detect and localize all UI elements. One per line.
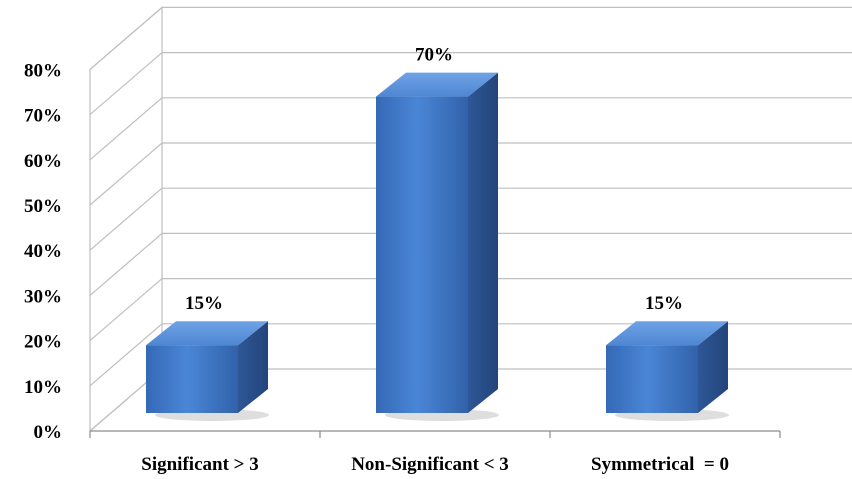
y-tick-label: 10% [24, 377, 62, 398]
y-tick-label: 50% [24, 196, 62, 217]
bar [606, 321, 730, 421]
category-label: Non-Significant < 3 [351, 454, 509, 475]
category-label: Significant > 3 [141, 454, 258, 475]
bar-top [146, 321, 268, 346]
bar-front [376, 96, 468, 413]
bar-top [606, 321, 728, 346]
gridline-side [89, 97, 163, 161]
y-tick-label: 40% [24, 241, 62, 262]
gridline-side [89, 187, 163, 251]
category-label: Symmetrical = 0 [591, 454, 729, 475]
bar-side [698, 321, 728, 413]
gridline-side [89, 6, 163, 70]
x-axis-categories: Significant > 3 Non-Significant < 3 Symmet… [141, 454, 729, 475]
y-tick-label: 20% [24, 332, 62, 353]
y-tick-label: 80% [24, 60, 62, 81]
bar [146, 321, 270, 421]
bar-top [376, 72, 498, 97]
gridline-side [89, 278, 163, 342]
bar-side [468, 72, 498, 413]
y-tick-label: 60% [24, 151, 62, 172]
y-tick-label: 70% [24, 106, 62, 127]
axes [89, 430, 781, 438]
bar-side [238, 321, 268, 413]
bar-front [606, 345, 698, 413]
gridline-side [89, 142, 163, 206]
data-labels: 15% 70% 15% [185, 45, 683, 315]
data-label: 15% [185, 293, 223, 314]
gridline-side [89, 323, 163, 387]
y-axis-ticks: 0% 10% 20% 30% 40% 50% 60% 70% 80% [24, 60, 62, 443]
data-label: 15% [645, 293, 683, 314]
bar-front [146, 345, 238, 413]
y-tick-label: 0% [34, 422, 63, 443]
gridline-side [89, 232, 163, 296]
bars [146, 72, 730, 421]
bar [376, 72, 500, 421]
gridline-side [89, 52, 163, 116]
y-tick-label: 30% [24, 286, 62, 307]
data-label: 70% [415, 45, 453, 66]
gridlines [89, 6, 852, 432]
